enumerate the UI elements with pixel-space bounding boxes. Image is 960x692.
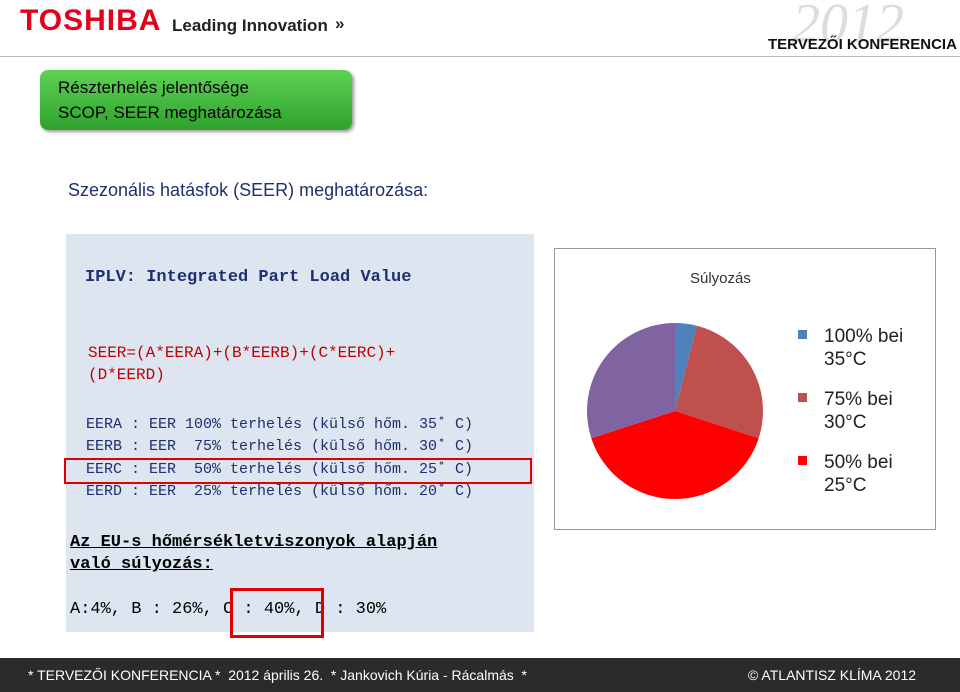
weighting-heading: való súlyozás: — [70, 555, 213, 574]
pie-slice — [675, 323, 697, 411]
definition: EERC : EER 50% terhelés (külső hőm. 25˚ … — [86, 461, 474, 478]
legend-label: 75% bei 30°C — [824, 389, 893, 433]
definition: EERA : EER 100% terhelés (külső hőm. 35˚… — [86, 416, 474, 433]
formula-line: (D*EERD) — [88, 366, 165, 384]
legend-swatch — [798, 456, 807, 465]
pie-chart — [587, 323, 763, 500]
subtitle: Szezonális hatásfok (SEER) meghatározása… — [68, 180, 429, 200]
footer-right: © ATLANTISZ KLÍMA 2012 — [748, 667, 917, 683]
legend-swatch — [798, 330, 807, 339]
chart-title: Súlyozás — [690, 270, 751, 287]
weights: A:4%, B : 26%, C : 40%, D : 30% — [70, 600, 387, 619]
legend-label: 100% bei 35°C — [824, 326, 904, 370]
panel — [66, 234, 534, 632]
tagline: Leading Innovation — [172, 16, 328, 35]
header-rule — [0, 56, 960, 57]
panel-heading: IPLV: Integrated Part Load Value — [85, 268, 412, 287]
title-line: SCOP, SEER meghatározása — [58, 103, 282, 122]
title-box — [40, 70, 352, 130]
logo: TOSHIBA — [20, 4, 162, 37]
definition: EERD : EER 25% terhelés (külső hőm. 20˚ … — [86, 483, 474, 500]
event: TERVEZŐI KONFERENCIA — [768, 36, 957, 53]
highlight-box — [230, 588, 324, 638]
legend-label: 50% bei 25°C — [824, 452, 893, 496]
highlight-box — [64, 458, 532, 484]
legend-swatch — [798, 393, 807, 402]
definition: EERB : EER 75% terhelés (külső hőm. 30˚ … — [86, 438, 474, 455]
chevrons: » — [335, 14, 345, 33]
weighting-heading: Az EU-s hőmérsékletviszonyok alapján — [70, 533, 438, 552]
footer-left: * TERVEZŐI KONFERENCIA * 2012 április 26… — [28, 667, 528, 683]
pie-slice — [587, 323, 675, 439]
footer-bar — [0, 658, 960, 692]
formula-line: SEER=(A*EERA)+(B*EERB)+(C*EERC)+ — [88, 344, 396, 362]
pie-slice — [591, 411, 759, 500]
year: 2012 — [792, 0, 904, 55]
pie-slice — [675, 325, 763, 439]
title-line: Részterhelés jelentősége — [58, 78, 249, 97]
